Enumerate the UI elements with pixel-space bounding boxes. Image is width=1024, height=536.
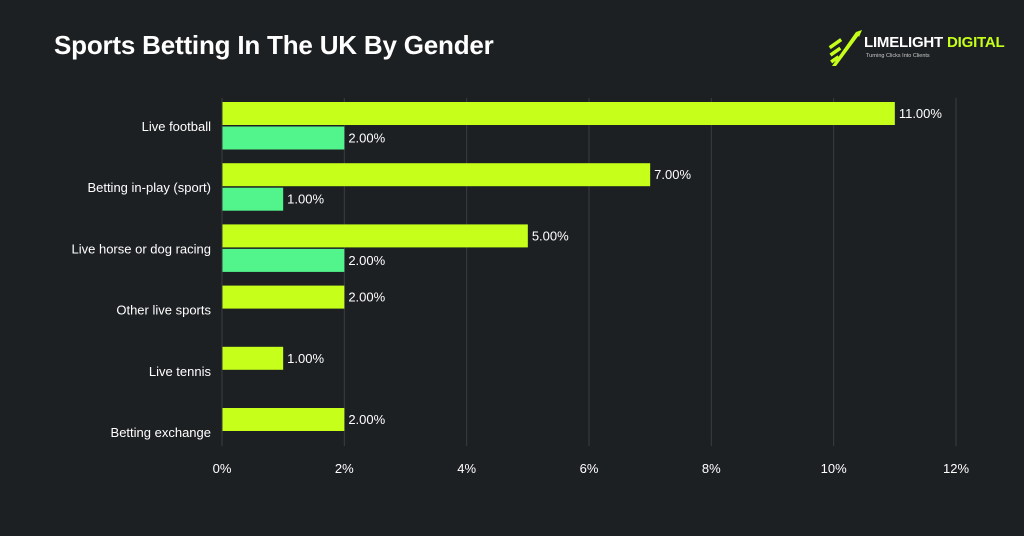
bar: [222, 187, 284, 211]
brand-logo: LIMELIGHT DIGITAL Turning Clicks Into Cl…: [826, 26, 1005, 70]
data-label: 2.00%: [348, 253, 385, 268]
data-label: 5.00%: [532, 228, 569, 243]
data-label: 11.00%: [899, 106, 943, 121]
chart-title: Sports Betting In The UK By Gender: [54, 30, 494, 60]
logo-tagline: Turning Clicks Into Clients: [866, 53, 930, 59]
bar: [222, 102, 895, 125]
bar: [222, 285, 345, 309]
category-label: Other live sports: [116, 303, 211, 318]
bar: [222, 346, 284, 370]
category-label: Betting in-play (sport): [87, 180, 211, 195]
x-tick-label: 2%: [335, 461, 354, 476]
bar: [222, 224, 528, 248]
logo-name-part1: LIMELIGHT: [864, 34, 944, 51]
bar: [222, 408, 345, 431]
x-tick-label: 8%: [702, 461, 721, 476]
logo-wordmark: LIMELIGHT DIGITAL: [864, 34, 1005, 51]
bar: [222, 126, 345, 150]
data-label: 2.00%: [348, 131, 385, 146]
rocket-logo-icon: [828, 30, 862, 66]
x-tick-label: 12%: [943, 461, 969, 476]
bar: [222, 163, 651, 187]
x-tick-label: 10%: [821, 461, 847, 476]
data-label: 7.00%: [654, 167, 691, 182]
logo-name-part2: DIGITAL: [947, 34, 1005, 51]
bar: [222, 248, 345, 272]
category-label: Betting exchange: [111, 425, 211, 440]
x-tick-label: 0%: [213, 461, 232, 476]
data-label: 2.00%: [348, 290, 385, 305]
data-label: 1.00%: [287, 192, 324, 207]
data-label: 2.00%: [348, 412, 385, 427]
category-label: Live tennis: [149, 364, 212, 379]
x-tick-label: 4%: [457, 461, 476, 476]
x-tick-label: 6%: [580, 461, 599, 476]
category-label: Live football: [142, 119, 211, 134]
category-label: Live horse or dog racing: [72, 241, 211, 256]
data-label: 1.00%: [287, 351, 324, 366]
